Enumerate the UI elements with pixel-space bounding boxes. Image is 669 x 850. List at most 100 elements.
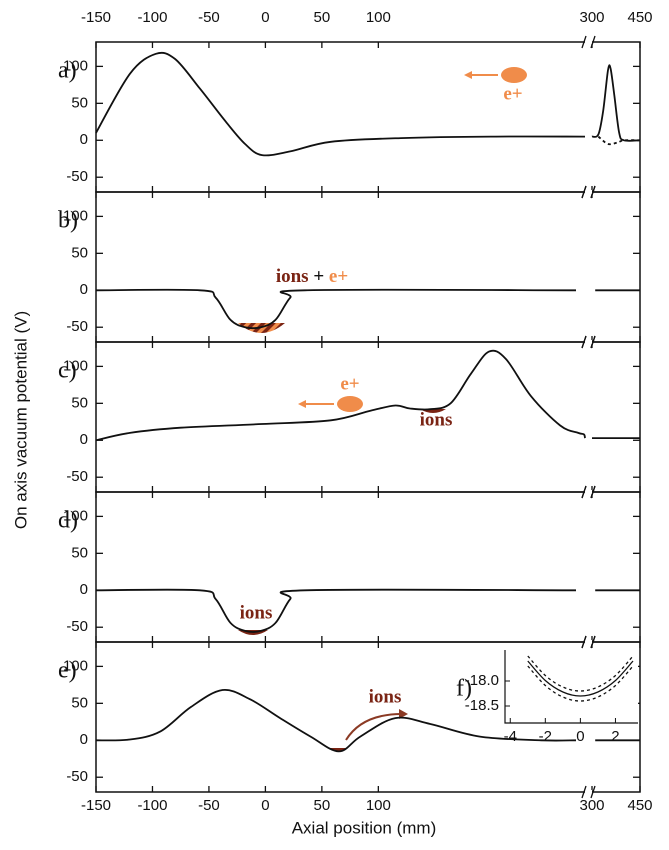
axis-break-gap [585,340,592,344]
panel-frame [95,41,641,193]
axis-break-gap [585,790,592,794]
x-tick-label: -100 [137,797,167,814]
y-tick-label: 100 [63,57,88,74]
annotation: e+ [503,83,522,104]
y-tick-label: 50 [71,694,88,711]
line [527,655,634,692]
line [95,349,586,442]
inset-axes [504,650,638,724]
annotation: e+ [340,373,359,394]
panel-frame [95,641,641,793]
axis-break [590,485,596,499]
annotation: ions [369,686,402,707]
y-tick-label: 50 [71,544,88,561]
y-tick-label: -50 [66,168,88,185]
annotation: ions + e+ [276,266,348,287]
y-tick-label: -18.0 [465,672,499,689]
y-tick-label: 100 [63,357,88,374]
axis-break [581,785,587,799]
y-tick-label: 50 [71,94,88,111]
axis-break [581,35,587,49]
line [95,288,577,330]
line [95,588,577,633]
panel-frame [95,341,641,493]
axis-break [590,185,596,199]
line [527,665,634,702]
mixed-well [238,323,285,333]
axis-break-gap [585,490,592,494]
line [95,688,577,753]
axis-break-gap [585,190,592,194]
x-tick-label: -4 [504,728,517,745]
panel-label: a) [58,58,77,84]
axis-break [590,335,596,349]
x-tick-label: -100 [137,9,167,26]
annotation: e+ [329,266,348,287]
y-tick-label: -50 [66,618,88,635]
arrow-head [298,400,306,408]
y-tick-label: -18.5 [465,697,499,714]
y-tick-label: -50 [66,318,88,335]
annotation: ions [240,602,273,623]
annotation: ions [420,409,453,430]
y-tick-label: -50 [66,468,88,485]
annotation: ions [276,266,309,287]
arrow-head [399,709,408,719]
y-tick-label: 100 [63,657,88,674]
line [95,51,586,157]
y-tick-label: 50 [71,244,88,261]
annotation: + [313,266,324,287]
x-tick-label: 100 [366,9,391,26]
y-tick-label: 0 [80,131,88,148]
x-tick-label: 300 [579,9,604,26]
x-tick-label: -150 [81,9,111,26]
panel-label: f) [456,676,472,702]
panel-label: c) [58,358,77,384]
y-tick-label: 100 [63,207,88,224]
line [591,64,641,142]
y-tick-label: 0 [80,731,88,748]
panel-frame [95,491,641,643]
x-tick-label: -150 [81,797,111,814]
axis-break [581,485,587,499]
x-tick-label: -2 [539,728,552,745]
x-tick-label: 0 [261,797,269,814]
panel-label: d) [58,508,78,534]
x-tick-label: 0 [261,9,269,26]
line [597,135,641,146]
axis-break [590,785,596,799]
y-axis-label: On axis vacuum potential (V) [11,311,30,529]
positron-cloud [337,396,363,412]
y-tick-label: 100 [63,507,88,524]
x-tick-label: 300 [579,797,604,814]
panel-label: b) [58,208,78,234]
x-tick-label: 450 [627,9,652,26]
axis-break-gap [585,640,592,644]
x-tick-label: 450 [627,797,652,814]
inset-bg [505,650,638,723]
arrow-head [464,71,472,79]
y-tick-label: 0 [80,581,88,598]
axis-break [590,635,596,649]
axis-break-gap [585,40,592,44]
panel-frame [95,191,641,343]
x-tick-label: -50 [198,9,220,26]
x-tick-label: -50 [198,797,220,814]
line [527,660,634,697]
y-tick-label: 50 [71,394,88,411]
y-tick-label: -50 [66,768,88,785]
axis-break [590,35,596,49]
x-tick-label: 50 [314,9,331,26]
arrow [345,713,403,741]
x-tick-label: 50 [314,797,331,814]
x-tick-label: 0 [576,728,584,745]
x-axis-label: Axial position (mm) [292,818,437,837]
axis-break [581,635,587,649]
panel-label: e) [58,658,77,684]
axis-break [581,335,587,349]
x-tick-label: 100 [366,797,391,814]
axis-break [581,185,587,199]
positron-cloud [501,67,527,83]
y-tick-label: 0 [80,431,88,448]
